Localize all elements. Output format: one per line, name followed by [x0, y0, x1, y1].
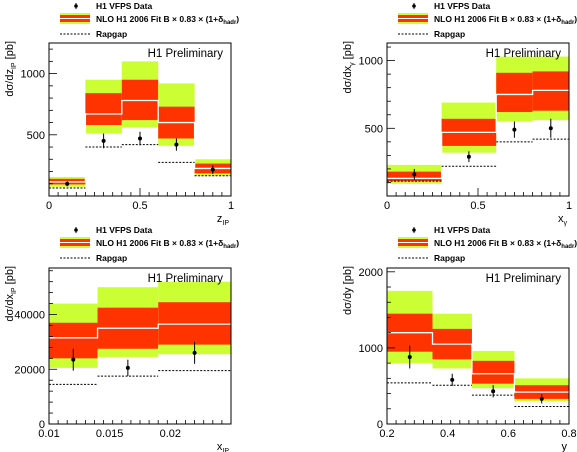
nlo-inner-band: [532, 71, 569, 111]
y-tick-label: 0: [377, 419, 383, 431]
x-tick-label: 0: [46, 200, 52, 212]
plot-area: [387, 290, 569, 407]
legend-label-rapgap: Rapgap: [96, 253, 127, 263]
y-axis-label: dσ/dzIP [pb]: [4, 41, 18, 97]
nlo-inner-band: [85, 93, 122, 126]
y-axis-label: dσ/dxIP [pb]: [4, 266, 18, 322]
legend-label-nlo: NLO H1 2006 Fit B × 0.83 × (1+δhadr): [434, 238, 577, 250]
nlo-inner-band: [496, 72, 533, 113]
data-point: [71, 357, 76, 362]
nlo-central-line: [49, 323, 231, 339]
y-tick-label: 2000: [359, 267, 383, 279]
data-point: [65, 181, 70, 186]
nlo-inner-band: [471, 360, 515, 384]
chart-title: H1 Preliminary: [486, 48, 562, 60]
x-tick-label: 0.02: [160, 428, 181, 440]
data-point: [512, 127, 517, 132]
plot-area: [49, 61, 231, 189]
data-point: [210, 167, 215, 172]
x-tick-label: 0: [384, 200, 390, 212]
legend-label-data: H1 VFPS Data: [96, 1, 152, 11]
nlo-central-line: [49, 99, 231, 183]
data-point: [548, 126, 553, 131]
x-axis-label: xγ: [558, 213, 568, 227]
legend-label-rapgap: Rapgap: [434, 29, 465, 39]
nlo-central-line: [387, 89, 569, 180]
y-axis-label: dσ/dy [pb]: [342, 266, 354, 315]
x-tick-label: 0.5: [470, 200, 485, 212]
y-tick-label: 0: [39, 419, 45, 431]
legend-data-marker: [74, 228, 78, 232]
x-axis-label: xIP: [217, 441, 229, 452]
legend-data-marker: [412, 228, 416, 232]
x-tick-label: 0.015: [96, 428, 124, 440]
chart-panel-4: H1 VFPS Data NLO H1 2006 Fit B × 0.83 × (…: [342, 225, 577, 452]
legend: H1 VFPS Data NLO H1 2006 Fit B × 0.83 × (…: [398, 225, 577, 263]
data-point: [138, 136, 142, 141]
legend-label-data: H1 VFPS Data: [96, 225, 152, 235]
x-tick-label: 0.2: [379, 428, 394, 440]
nlo-central-line: [387, 332, 569, 393]
y-tick-label: 1000: [359, 343, 383, 355]
x-tick-label: 0.6: [501, 428, 516, 440]
chart-panel-3: H1 VFPS Data NLO H1 2006 Fit B × 0.83 × (…: [4, 225, 239, 452]
plot-area: [387, 56, 569, 184]
legend-label-nlo: NLO H1 2006 Fit B × 0.83 × (1+δhadr): [96, 14, 239, 26]
data-point: [101, 138, 106, 143]
nlo-inner-band: [158, 302, 231, 345]
x-tick-label: 0.01: [38, 428, 59, 440]
data-point: [466, 154, 471, 159]
plot-area: [49, 281, 231, 385]
legend: H1 VFPS Data NLO H1 2006 Fit B × 0.83 × (…: [60, 1, 239, 39]
chart-panel-1: H1 VFPS Data NLO H1 2006 Fit B × 0.83 × (…: [4, 1, 239, 227]
y-tick-label: 1000: [21, 69, 45, 81]
legend-data-marker: [74, 4, 78, 8]
x-tick-label: 0.4: [440, 428, 455, 440]
legend-label-data: H1 VFPS Data: [434, 1, 490, 11]
chart-title: H1 Preliminary: [148, 48, 224, 60]
x-tick-label: 1: [566, 200, 572, 212]
y-tick-label: 500: [365, 123, 383, 135]
y-tick-label: 40000: [14, 310, 45, 322]
chart-panel-2: H1 VFPS Data NLO H1 2006 Fit B × 0.83 × (…: [342, 1, 577, 227]
x-axis-label: y: [562, 441, 568, 452]
y-tick-label: 500: [27, 130, 45, 142]
data-point: [174, 142, 179, 147]
legend-label-rapgap: Rapgap: [96, 29, 127, 39]
chart-title: H1 Preliminary: [148, 273, 224, 285]
data-point: [192, 350, 197, 355]
y-tick-label: 20000: [14, 364, 45, 376]
x-tick-label: 0.5: [132, 200, 147, 212]
y-tick-label: 1000: [359, 56, 383, 68]
data-point: [491, 389, 496, 394]
legend: H1 VFPS Data NLO H1 2006 Fit B × 0.83 × (…: [398, 1, 577, 39]
data-point: [412, 172, 417, 177]
legend: H1 VFPS Data NLO H1 2006 Fit B × 0.83 × (…: [60, 225, 239, 263]
x-tick-label: 1: [228, 200, 234, 212]
data-point: [450, 377, 455, 382]
x-axis-label: zIP: [217, 213, 229, 227]
data-point: [539, 396, 544, 401]
data-point: [407, 355, 412, 360]
chart-title: H1 Preliminary: [486, 273, 562, 285]
legend-label-nlo: NLO H1 2006 Fit B × 0.83 × (1+δhadr): [434, 14, 577, 26]
data-point: [125, 365, 130, 370]
x-tick-label: 0.8: [561, 428, 576, 440]
legend-label-nlo: NLO H1 2006 Fit B × 0.83 × (1+δhadr): [96, 238, 239, 250]
y-axis-label: dσ/dxγ [pb]: [342, 41, 356, 94]
legend-label-rapgap: Rapgap: [434, 253, 465, 263]
legend-label-data: H1 VFPS Data: [434, 225, 490, 235]
legend-data-marker: [412, 4, 416, 8]
